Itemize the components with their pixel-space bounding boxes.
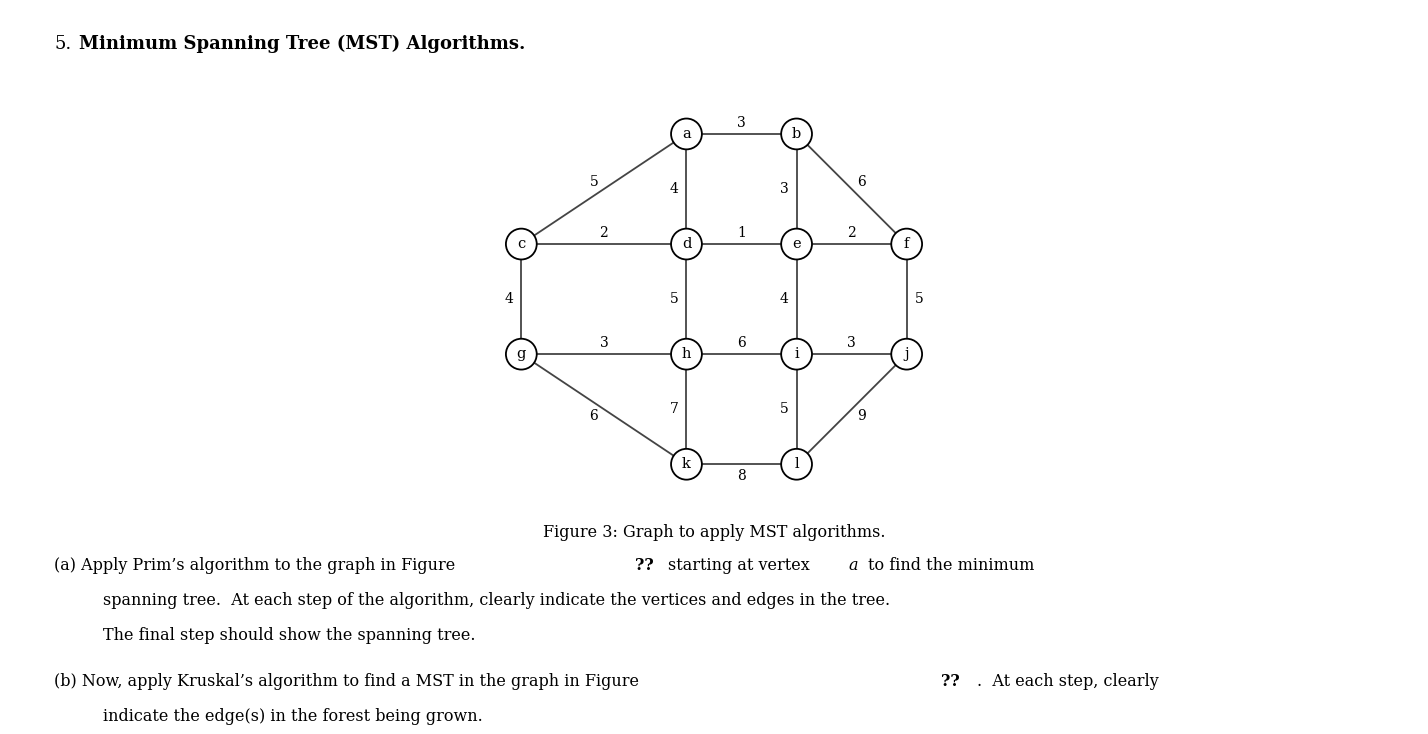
Text: i: i: [794, 347, 798, 361]
Circle shape: [671, 229, 703, 260]
Circle shape: [781, 339, 813, 370]
Text: 5.: 5.: [54, 34, 71, 53]
Text: 2: 2: [600, 226, 608, 240]
Text: 4: 4: [780, 292, 788, 306]
Text: 3: 3: [847, 336, 855, 350]
Text: (a) Apply Prim’s algorithm to the graph in Figure: (a) Apply Prim’s algorithm to the graph …: [54, 556, 456, 573]
Circle shape: [891, 229, 922, 260]
Text: c: c: [517, 237, 526, 251]
Text: 3: 3: [780, 182, 788, 196]
Text: 4: 4: [670, 182, 678, 196]
Text: to find the minimum: to find the minimum: [868, 556, 1035, 573]
Circle shape: [671, 449, 703, 480]
Circle shape: [781, 119, 813, 150]
Text: .  At each step, clearly: . At each step, clearly: [977, 673, 1158, 690]
Circle shape: [506, 339, 537, 370]
Text: 9: 9: [857, 409, 865, 423]
Text: 2: 2: [847, 226, 855, 240]
Text: Figure 3: Graph to apply MST algorithms.: Figure 3: Graph to apply MST algorithms.: [543, 523, 885, 541]
Text: 1: 1: [737, 226, 745, 240]
Text: 5: 5: [780, 402, 788, 416]
Text: The final step should show the spanning tree.: The final step should show the spanning …: [103, 627, 476, 644]
Text: ??: ??: [941, 673, 960, 690]
Text: starting at vertex: starting at vertex: [668, 556, 810, 573]
Text: a: a: [683, 127, 691, 141]
Circle shape: [891, 339, 922, 370]
Text: h: h: [681, 347, 691, 361]
Text: e: e: [793, 237, 801, 251]
Text: 8: 8: [737, 469, 745, 484]
Text: g: g: [517, 347, 526, 361]
Text: 6: 6: [590, 409, 598, 423]
Text: k: k: [683, 457, 691, 471]
Text: spanning tree.  At each step of the algorithm, clearly indicate the vertices and: spanning tree. At each step of the algor…: [103, 592, 890, 608]
Text: 7: 7: [670, 402, 678, 416]
Text: 5: 5: [670, 292, 678, 306]
Circle shape: [671, 339, 703, 370]
Text: l: l: [794, 457, 798, 471]
Circle shape: [781, 449, 813, 480]
Text: 3: 3: [600, 336, 608, 350]
Text: 4: 4: [504, 292, 514, 306]
Text: 5: 5: [590, 175, 598, 189]
Text: f: f: [904, 237, 910, 251]
Circle shape: [671, 119, 703, 150]
Text: d: d: [681, 237, 691, 251]
Text: (b) Now, apply Kruskal’s algorithm to find a MST in the graph in Figure: (b) Now, apply Kruskal’s algorithm to fi…: [54, 673, 640, 690]
Text: 6: 6: [737, 336, 745, 350]
Text: Minimum Spanning Tree (MST) Algorithms.: Minimum Spanning Tree (MST) Algorithms.: [79, 34, 526, 53]
Circle shape: [781, 229, 813, 260]
Text: indicate the edge(s) in the forest being grown.: indicate the edge(s) in the forest being…: [103, 708, 483, 725]
Text: 3: 3: [737, 116, 745, 130]
Text: b: b: [793, 127, 801, 141]
Circle shape: [506, 229, 537, 260]
Text: ??: ??: [635, 556, 654, 573]
Text: j: j: [904, 347, 910, 361]
Text: 5: 5: [914, 292, 922, 306]
Text: 6: 6: [857, 175, 865, 189]
Text: a: a: [848, 556, 858, 573]
